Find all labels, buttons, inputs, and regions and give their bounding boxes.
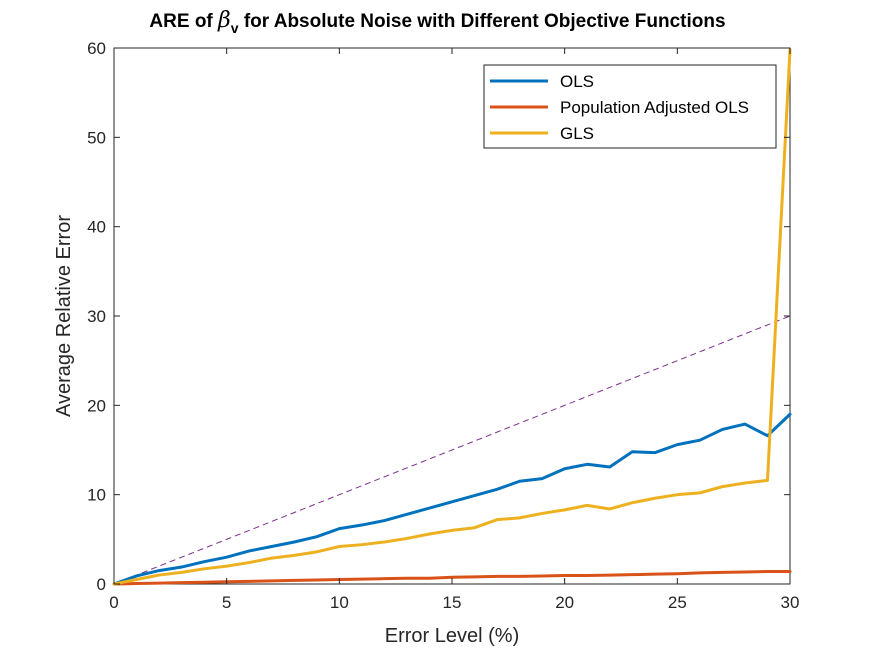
- x-tick-label: 5: [222, 593, 231, 612]
- y-tick-label: 30: [87, 307, 106, 326]
- x-tick-label: 25: [668, 593, 687, 612]
- legend-label-gls: GLS: [560, 124, 594, 143]
- legend-label-population-adjusted-ols: Population Adjusted OLS: [560, 98, 749, 117]
- y-axis-label: Average Relative Error: [53, 215, 75, 417]
- x-tick-label: 15: [443, 593, 462, 612]
- series-line-ols: [112, 412, 792, 586]
- y-tick-label: 60: [87, 39, 106, 58]
- x-tick-label: 10: [330, 593, 349, 612]
- legend-label-ols: OLS: [560, 72, 594, 91]
- y-tick-label: 20: [87, 396, 106, 415]
- x-tick-label: 0: [109, 593, 118, 612]
- legend: OLS Population Adjusted OLS GLS: [483, 64, 777, 149]
- y-tick-label: 10: [87, 486, 106, 505]
- chart-title-subscript: v: [230, 20, 239, 36]
- chart-title-prefix: ARE of: [149, 11, 219, 32]
- reference-line-group: [113, 315, 791, 585]
- x-tick-label: 30: [781, 593, 800, 612]
- chart-title: ARE of βv for Absolute Noise with Differ…: [0, 8, 875, 36]
- reference-line: [113, 315, 791, 585]
- chart-title-symbol: β: [218, 8, 231, 33]
- x-axis-label: Error Level (%): [385, 625, 519, 647]
- tick-group: 0 5 10 15 20 25 30 0 10 20 30 40 50 60: [87, 39, 799, 612]
- y-tick-label: 40: [87, 218, 106, 237]
- y-tick-label: 50: [87, 128, 106, 147]
- chart-title-suffix: for Absolute Noise with Different Object…: [238, 11, 726, 32]
- series-line-gls: [112, 48, 792, 586]
- x-tick-label: 20: [555, 593, 574, 612]
- y-tick-label: 0: [97, 575, 106, 594]
